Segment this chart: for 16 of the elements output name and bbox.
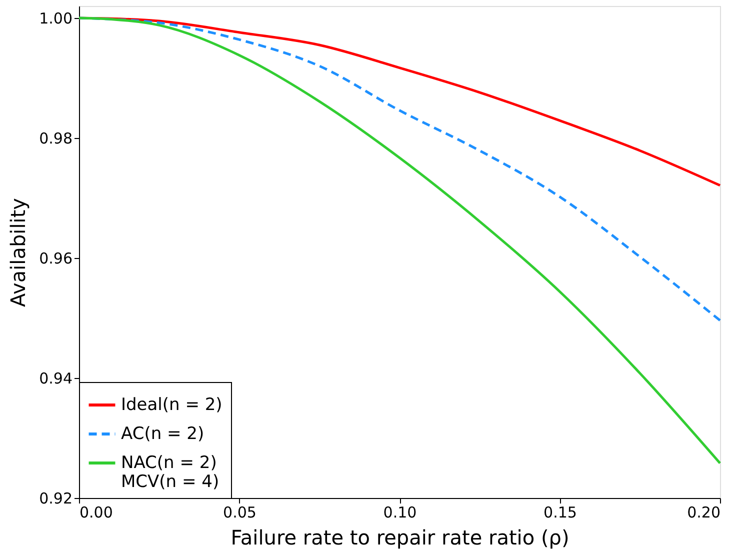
y-tick-label: 0.94 xyxy=(39,370,72,388)
x-tick-label: 0.05 xyxy=(223,504,256,522)
x-axis-title: Failure rate to repair rate ratio (ρ) xyxy=(230,526,570,550)
legend-label: AC(n = 2) xyxy=(121,424,204,444)
y-axis-title: Availability xyxy=(6,198,30,308)
y-tick-label: 0.92 xyxy=(39,490,72,508)
y-tick-label: 0.96 xyxy=(39,250,72,268)
y-tick-label: 0.98 xyxy=(39,130,72,148)
legend-label: Ideal(n = 2) xyxy=(121,395,222,415)
line-series xyxy=(78,16,722,322)
x-tick-label: 0.20 xyxy=(687,504,720,522)
x-tick-label: 0.10 xyxy=(383,504,417,522)
y-tick-label: 1.00 xyxy=(39,10,72,28)
x-tick-label: 0.15 xyxy=(544,504,577,522)
legend-label: NAC(n = 2) MCV(n = 4) xyxy=(121,453,220,492)
x-tick-label: 0.00 xyxy=(80,504,113,522)
